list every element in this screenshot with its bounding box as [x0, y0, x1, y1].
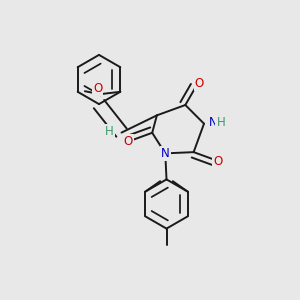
- Text: H: H: [105, 124, 114, 138]
- Text: N: N: [161, 147, 170, 160]
- Text: O: O: [213, 154, 222, 167]
- Text: H: H: [216, 116, 225, 129]
- Text: O: O: [124, 135, 133, 148]
- Text: O: O: [93, 82, 102, 95]
- Text: O: O: [195, 77, 204, 90]
- Text: N: N: [208, 116, 217, 129]
